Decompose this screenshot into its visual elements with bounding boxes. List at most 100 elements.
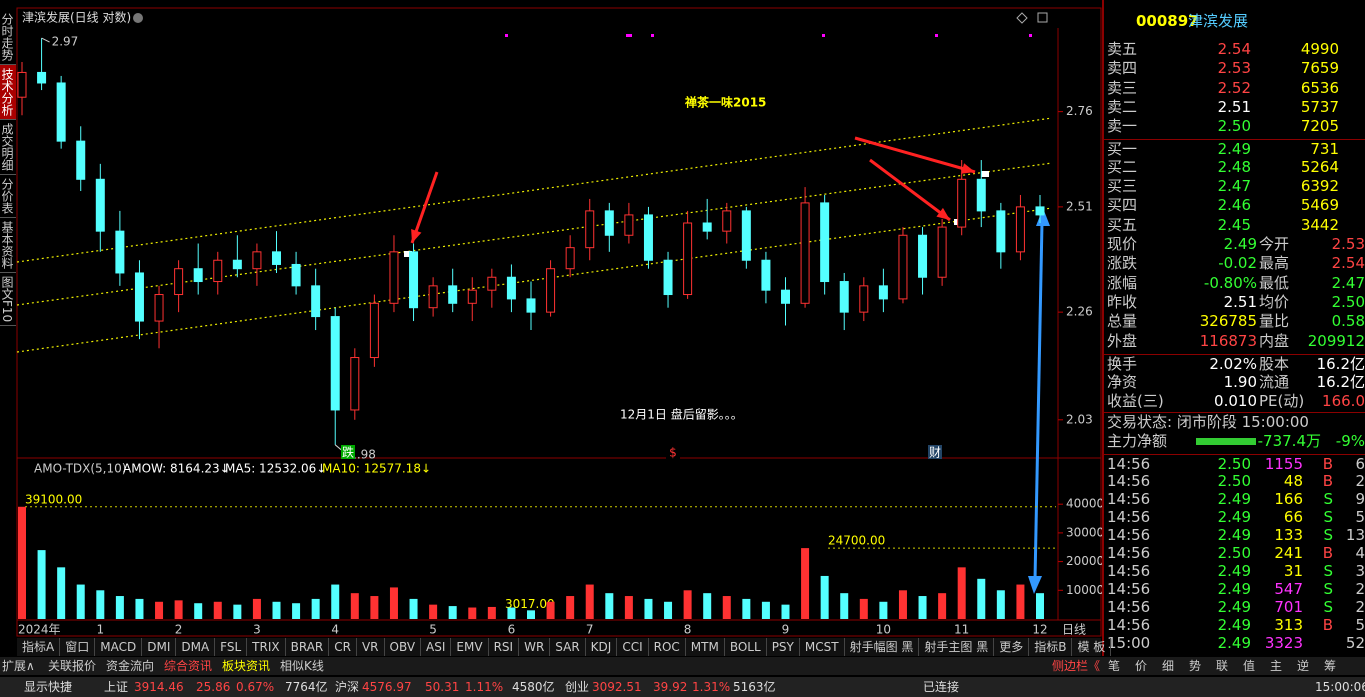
- cell: 16.2亿: [1316, 373, 1365, 392]
- side-tab[interactable]: 侧边栏《: [1052, 659, 1101, 673]
- bottom-tab[interactable]: 关联报价: [48, 659, 97, 673]
- tick-row: 14:56 2.50 48 B 2: [1104, 472, 1365, 491]
- cell: 2.50: [1217, 544, 1251, 562]
- candle-body: [291, 263, 301, 287]
- cell: 4990: [1300, 40, 1339, 58]
- cell: 116873: [1199, 331, 1257, 350]
- indicator-tab[interactable]: MACD: [95, 638, 143, 656]
- cell: 209912: [1307, 331, 1365, 350]
- volume-bar: [252, 598, 261, 619]
- cell: 1.90: [1223, 373, 1257, 392]
- candle-body: [996, 210, 1006, 253]
- tick-row: 14:56 2.49 313 B 5: [1104, 616, 1365, 635]
- x-tick-label: 11: [954, 623, 969, 637]
- indicator-tab[interactable]: CCI: [617, 638, 649, 656]
- bottom-tab[interactable]: 综合资讯: [164, 659, 213, 673]
- indicator-tab[interactable]: BRAR: [286, 638, 330, 656]
- order-book-row: 卖三 2.52 6536: [1104, 79, 1365, 98]
- volume-bar: [1016, 584, 1025, 619]
- indicator-tab[interactable]: DMI: [142, 638, 177, 656]
- x-tick-label: 5: [429, 623, 437, 637]
- indicator-tab[interactable]: BOLL: [725, 638, 767, 656]
- cell: 48: [1283, 472, 1303, 490]
- side-tab[interactable]: 联: [1216, 659, 1229, 673]
- indicator-tab[interactable]: ASI: [421, 638, 452, 656]
- indicator-tab[interactable]: WR: [519, 638, 551, 656]
- candle-body: [722, 210, 732, 232]
- bottom-tab[interactable]: 板块资讯: [222, 659, 271, 673]
- indicator-tab[interactable]: MCST: [800, 638, 845, 656]
- cell: 2.53: [1217, 59, 1251, 78]
- indicator-tab[interactable]: VR: [357, 638, 385, 656]
- indicator-tab[interactable]: 射手幅图 黑: [845, 638, 920, 656]
- candle-body: [781, 289, 790, 304]
- indicator-tab[interactable]: DMA: [176, 638, 216, 656]
- indicator-tab[interactable]: TRIX: [247, 638, 286, 656]
- cell: 14:56: [1107, 455, 1151, 473]
- volume-bar: [311, 598, 320, 619]
- indicator-tab[interactable]: SAR: [550, 638, 586, 656]
- indicator-tab[interactable]: FSL: [215, 638, 248, 656]
- order-book-row: 卖二 2.51 5737: [1104, 98, 1365, 117]
- volume-bar: [566, 596, 575, 619]
- side-tab[interactable]: 分时走势: [0, 10, 16, 65]
- event-marker: $: [669, 446, 677, 460]
- side-tab[interactable]: 笔: [1108, 659, 1121, 673]
- indicator-tab[interactable]: ROC: [649, 638, 686, 656]
- candle-body: [800, 202, 810, 304]
- cell: 5264: [1300, 157, 1339, 176]
- cell: 外盘: [1107, 331, 1138, 350]
- candle-body: [487, 276, 497, 291]
- indicator-tab[interactable]: RSI: [489, 638, 520, 656]
- indicator-tab[interactable]: CR: [329, 638, 357, 656]
- indicator-tab[interactable]: 指标B: [1029, 638, 1073, 656]
- side-tab[interactable]: 图文F10: [0, 273, 16, 327]
- x-tick-label: 2024年: [18, 623, 61, 637]
- cell: -0.02: [1218, 254, 1257, 273]
- volume-bar: [389, 587, 398, 619]
- cell: 最低: [1259, 273, 1290, 292]
- volume-bar: [761, 601, 770, 619]
- indicator-tab[interactable]: MTM: [686, 638, 725, 656]
- side-tab[interactable]: 成交明细: [0, 120, 16, 175]
- indicator-tab[interactable]: PSY: [767, 638, 800, 656]
- volume-bar: [644, 598, 653, 619]
- candle-body: [154, 294, 164, 322]
- indicator-tab[interactable]: KDJ: [586, 638, 618, 656]
- side-tab[interactable]: 值: [1243, 659, 1256, 673]
- cell: 14:56: [1107, 616, 1151, 634]
- bottom-tab[interactable]: 相似K线: [280, 659, 324, 673]
- cell: 16.2亿: [1316, 354, 1365, 373]
- candle-body: [683, 222, 693, 296]
- side-tab[interactable]: 价: [1135, 659, 1148, 673]
- indicator-tab[interactable]: 更多: [994, 638, 1030, 656]
- candle-body: [311, 285, 321, 318]
- side-tab[interactable]: 筹: [1324, 659, 1337, 673]
- side-tab[interactable]: 细: [1162, 659, 1175, 673]
- cell: 000897: [1136, 12, 1199, 30]
- volume-bar: [781, 604, 790, 619]
- status-item[interactable]: 显示快捷: [24, 680, 73, 694]
- indicator-tab[interactable]: OBV: [385, 638, 422, 656]
- indicator-tab[interactable]: 指标A: [17, 638, 61, 656]
- side-tab[interactable]: 技术分析: [0, 65, 16, 120]
- side-tab[interactable]: 分价表: [0, 175, 16, 218]
- side-tab[interactable]: 主: [1270, 659, 1283, 673]
- indicator-tab[interactable]: 窗口: [60, 638, 96, 656]
- cell: 买二: [1107, 157, 1138, 176]
- indicator-tab[interactable]: 模 板: [1072, 638, 1112, 656]
- bottom-tab[interactable]: 扩展∧: [2, 659, 35, 673]
- indicator-tab[interactable]: 射手主图 黑: [919, 638, 995, 656]
- side-tab[interactable]: 基本资料: [0, 218, 16, 273]
- candle-body: [213, 259, 223, 283]
- candle-body: [330, 316, 340, 411]
- x-tick-label: 10: [876, 623, 891, 637]
- bottom-tab[interactable]: 资金流向: [106, 659, 155, 673]
- side-tab[interactable]: 逆: [1297, 659, 1310, 673]
- arrow-head: [936, 207, 950, 220]
- side-tab[interactable]: 势: [1189, 659, 1202, 673]
- indicator-tab[interactable]: EMV: [451, 638, 489, 656]
- volume-bar: [898, 590, 907, 619]
- volume-bar: [820, 575, 829, 619]
- status-item: 39.92: [653, 680, 688, 694]
